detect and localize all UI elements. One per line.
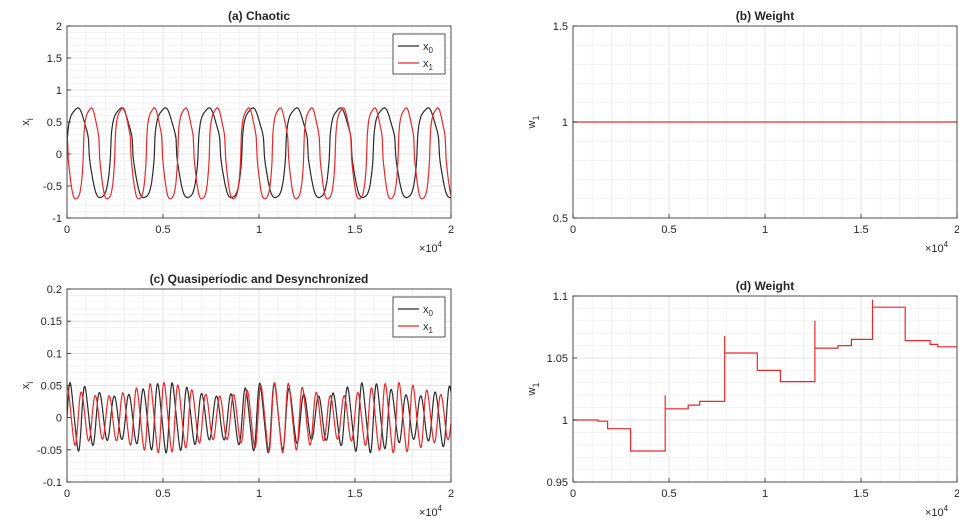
series-group (67, 381, 451, 454)
y-tick-label: 0 (56, 413, 62, 425)
legend-label: x0 (423, 41, 434, 55)
y-tick-label: 0.2 (47, 284, 62, 296)
subplot-4: 0 0.5 1 1.5 2 0.95 1 1.05 1.1 ×104 (d) Weight w1 (526, 279, 959, 519)
x-tick-label: 1.5 (347, 488, 362, 500)
y-tick-label: 1.5 (47, 53, 62, 65)
x-tick-label: 0 (570, 224, 576, 236)
y-axis-label: w1 (526, 116, 541, 130)
x-tick-label: 0 (570, 488, 576, 500)
x-exponent-label: ×104 (925, 504, 949, 519)
y-tick-label: 0.5 (47, 117, 62, 129)
x-tick-label: 0.5 (661, 224, 676, 236)
x-tick-label: 2 (954, 488, 959, 500)
y-tick-label: 1 (562, 415, 568, 427)
y-tick-label: 1.5 (553, 21, 568, 33)
y-tick-label: -0.5 (43, 181, 62, 193)
x-exponent-label: ×104 (419, 240, 443, 255)
legend-box (392, 296, 446, 338)
subplot-title: (c) Quasiperiodic and Desynchronized (150, 272, 369, 286)
series-group (573, 299, 957, 452)
grid (572, 295, 958, 483)
x-tick-label: 0.5 (155, 488, 170, 500)
x-tick-label: 1.5 (853, 488, 868, 500)
x-tick-label: 0 (64, 488, 70, 500)
subplot-title: (b) Weight (736, 9, 794, 23)
x-tick-label: 0.5 (155, 224, 170, 236)
legend-box (392, 33, 446, 75)
x-tick-label: 2 (448, 488, 454, 500)
subplot-3: 0 0.5 1 1.5 2 -0.1 -0.05 0 0.05 0.1 0.15 0.2 ×104 (c)… (20, 272, 454, 519)
series-group (67, 107, 451, 200)
series-line-x0 (67, 107, 451, 199)
x-tick-label: 2 (954, 224, 959, 236)
y-tick-label: 1 (562, 117, 568, 129)
x-tick-label: 2 (448, 224, 454, 236)
legend-label: x1 (423, 321, 434, 335)
y-tick-label: 0.15 (41, 316, 62, 328)
x-tick-label: 1 (256, 224, 262, 236)
y-tick-label: -0.1 (43, 477, 62, 489)
y-axis-label: xi (20, 382, 35, 390)
y-tick-label: 0 (56, 149, 62, 161)
x-exponent-label: ×104 (925, 240, 949, 255)
series-line-x1 (67, 381, 451, 454)
y-tick-label: -1 (52, 213, 62, 225)
y-tick-label: 0.1 (47, 348, 62, 360)
series-line-x1 (67, 107, 451, 200)
legend-label: x1 (423, 58, 434, 72)
series-line-w1 (573, 299, 957, 452)
y-tick-label: 1.1 (553, 291, 568, 303)
subplot-1: 0 0.5 1 1.5 2 -1 -0.5 0 0.5 1 1.5 2 ×104 (a) Chaotic x… (20, 9, 454, 255)
series-line-x0 (67, 381, 451, 454)
x-tick-label: 1.5 (347, 224, 362, 236)
y-axis-label: w1 (526, 383, 541, 397)
x-tick-label: 1 (762, 488, 768, 500)
x-exponent-label: ×104 (419, 504, 443, 519)
y-tick-label: -0.05 (37, 445, 62, 457)
y-tick-label: 1 (56, 85, 62, 97)
y-tick-label: 2 (56, 21, 62, 33)
y-tick-label: 0.5 (553, 213, 568, 225)
y-axis-label: xi (20, 118, 35, 126)
x-tick-label: 0.5 (661, 488, 676, 500)
y-tick-label: 0.05 (41, 381, 62, 393)
x-tick-label: 1.5 (853, 224, 868, 236)
y-tick-label: 0.95 (547, 477, 568, 489)
legend-label: x0 (423, 304, 434, 318)
subplot-title: (d) Weight (736, 279, 794, 293)
x-tick-label: 0 (64, 224, 70, 236)
x-tick-label: 1 (762, 224, 768, 236)
y-tick-label: 1.05 (547, 353, 568, 365)
x-tick-label: 1 (256, 488, 262, 500)
subplot-title: (a) Chaotic (228, 9, 290, 23)
